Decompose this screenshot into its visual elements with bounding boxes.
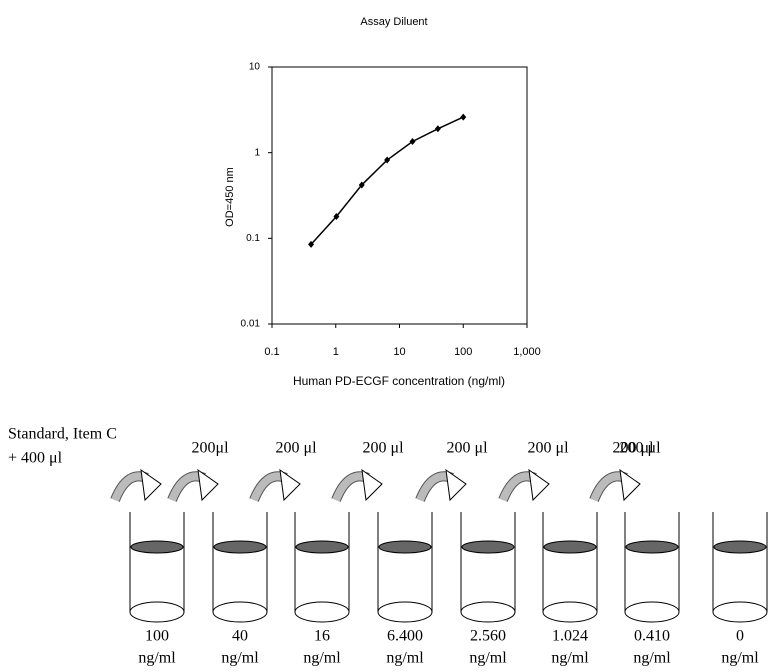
transfer-volume: 200 μl	[362, 440, 404, 457]
y-tick-label: 0.1	[246, 233, 260, 244]
transfer-volume: 200 μl	[527, 440, 569, 457]
data-point	[358, 181, 365, 189]
arrow-head	[528, 468, 550, 502]
tube-bottom	[377, 601, 433, 623]
tube-bottom	[460, 601, 516, 623]
liquid	[130, 540, 184, 554]
tube-concentration: 100	[145, 628, 169, 645]
chart-title: Assay Diluent	[360, 16, 427, 28]
x-tick-label: 1	[333, 346, 339, 358]
x-axis-label: Human PD-ECGF concentration (ng/ml)	[293, 374, 505, 388]
liquid	[295, 540, 349, 554]
y-tick-label: 0.01	[241, 319, 261, 330]
liquid	[378, 540, 432, 554]
tube-concentration: 6.400	[387, 628, 423, 645]
x-tick-label: 100	[454, 346, 472, 358]
tube-unit: ng/ml	[551, 650, 589, 667]
tube-unit: ng/ml	[721, 650, 759, 667]
transfer-volume: 200 μl	[446, 440, 488, 457]
transfer-volume: 200 μl	[612, 440, 654, 457]
tube-bottom	[212, 601, 268, 623]
tube-concentration: 0	[736, 628, 744, 645]
x-tick-label: 1,000	[513, 346, 541, 358]
data-point	[460, 113, 467, 121]
arrow-head	[619, 468, 641, 502]
start-label: Standard, Item C	[8, 426, 117, 443]
plot-frame	[271, 66, 528, 325]
tube-concentration: 0.410	[634, 628, 670, 645]
data-point	[409, 138, 416, 146]
transfer-volume: 200μl	[191, 440, 229, 457]
x-tick-label: 10	[393, 346, 405, 358]
data-point	[384, 156, 391, 164]
y-tick-label: 10	[249, 62, 261, 73]
tube-unit: ng/ml	[469, 650, 507, 667]
y-axis-label: OD=450 nm	[224, 167, 236, 227]
liquid	[543, 540, 597, 554]
data-point	[308, 240, 315, 248]
transfer-volume: 200 μl	[619, 440, 661, 457]
tube-concentration: 2.560	[470, 628, 506, 645]
arrow-head	[197, 468, 219, 502]
tube-bottom	[624, 601, 680, 623]
tube-bottom	[542, 601, 598, 623]
tube-concentration: 40	[232, 628, 248, 645]
arrow-head	[279, 468, 301, 502]
tube-unit: ng/ml	[386, 650, 424, 667]
tube-bottom	[712, 601, 768, 623]
transfer-volume: 200 μl	[275, 440, 317, 457]
tube-unit: ng/ml	[138, 650, 176, 667]
tube-bottom	[129, 601, 185, 623]
arrow-head	[445, 468, 467, 502]
y-tick-label: 1	[254, 147, 260, 158]
start-volume: + 400 μl	[8, 450, 63, 467]
liquid	[461, 540, 515, 554]
tube-concentration: 1.024	[552, 628, 588, 645]
liquid	[625, 540, 679, 554]
data-point	[434, 125, 441, 133]
arrow-head	[140, 468, 162, 502]
data-line	[310, 116, 464, 245]
tube-unit: ng/ml	[221, 650, 259, 667]
tube-unit: ng/ml	[633, 650, 671, 667]
liquid	[213, 540, 267, 554]
tube-unit: ng/ml	[303, 650, 341, 667]
arrow-head	[361, 468, 383, 502]
tube-bottom	[294, 601, 350, 623]
x-tick-label: 0.1	[264, 346, 279, 358]
liquid	[713, 540, 767, 554]
data-point	[333, 212, 340, 220]
tube-concentration: 16	[314, 628, 330, 645]
